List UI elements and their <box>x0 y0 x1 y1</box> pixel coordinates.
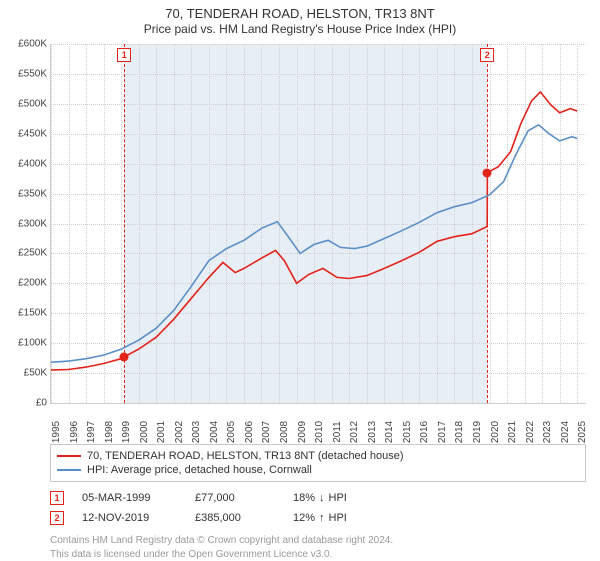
chart-lines-svg <box>51 44 586 403</box>
sale-event-date: 12-NOV-2019 <box>82 512 177 524</box>
y-axis-label: £200K <box>18 278 47 289</box>
x-axis-label: 1997 <box>86 421 97 443</box>
y-axis-label: £350K <box>18 188 47 199</box>
sale-marker <box>120 352 129 361</box>
x-axis-label: 2021 <box>507 421 518 443</box>
arrow-up-icon: ↑ <box>319 512 325 524</box>
x-axis-label: 2017 <box>437 421 448 443</box>
x-axis-label: 2010 <box>314 421 325 443</box>
series-hpi <box>51 125 577 362</box>
hpi-pct: 12% <box>293 512 315 524</box>
x-axis-label: 2016 <box>419 421 430 443</box>
gridline-horizontal <box>51 403 586 404</box>
x-axis-label: 2014 <box>384 421 395 443</box>
chart-subtitle: Price paid vs. HM Land Registry's House … <box>4 22 596 36</box>
x-axis-label: 2018 <box>454 421 465 443</box>
x-axis-label: 2011 <box>332 421 343 443</box>
y-axis-label: £600K <box>18 39 47 50</box>
x-axis-label: 2003 <box>191 421 202 443</box>
x-axis-label: 2015 <box>402 421 413 443</box>
y-axis-label: £300K <box>18 218 47 229</box>
x-axis-label: 2009 <box>297 421 308 443</box>
x-axis-label: 2019 <box>472 421 483 443</box>
x-axis-label: 2008 <box>279 421 290 443</box>
legend-item: HPI: Average price, detached house, Corn… <box>57 463 579 477</box>
footer-line-1: Contains HM Land Registry data © Crown c… <box>50 534 586 548</box>
x-axis-label: 2022 <box>525 421 536 443</box>
y-axis-label: £150K <box>18 308 47 319</box>
legend-swatch <box>57 455 81 457</box>
x-axis-label: 1999 <box>121 421 132 443</box>
hpi-label: HPI <box>329 512 347 524</box>
y-axis-label: £550K <box>18 68 47 79</box>
x-axis-label: 2007 <box>261 421 272 443</box>
legend-swatch <box>57 469 81 471</box>
chart-title: 70, TENDERAH ROAD, HELSTON, TR13 8NT <box>4 6 596 21</box>
footer-line-2: This data is licensed under the Open Gov… <box>50 548 586 561</box>
hpi-pct: 18% <box>293 492 315 504</box>
sale-events-list: 1 05-MAR-1999 £77,000 18% ↓ HPI 2 12-NOV-2019 £3… <box>50 488 586 528</box>
y-axis-label: £250K <box>18 248 47 259</box>
chart-container: 70, TENDERAH ROAD, HELSTON, TR13 8NT Pri… <box>0 0 600 560</box>
x-axis-label: 2000 <box>139 421 150 443</box>
x-axis-label: 2002 <box>174 421 185 443</box>
x-axis-label: 2001 <box>156 421 167 443</box>
x-axis-label: 1995 <box>51 421 62 443</box>
sale-event-price: £385,000 <box>195 512 275 524</box>
legend-label: 70, TENDERAH ROAD, HELSTON, TR13 8NT (de… <box>87 450 403 462</box>
sale-event-date: 05-MAR-1999 <box>82 492 177 504</box>
sale-event-badge: 1 <box>117 48 131 62</box>
legend: 70, TENDERAH ROAD, HELSTON, TR13 8NT (de… <box>50 444 586 482</box>
y-axis-label: £450K <box>18 128 47 139</box>
y-axis-label: £100K <box>18 338 47 349</box>
x-axis-label: 1996 <box>69 421 80 443</box>
x-axis-label: 2006 <box>244 421 255 443</box>
x-axis-label: 2012 <box>349 421 360 443</box>
x-axis-label: 2023 <box>542 421 553 443</box>
y-axis-label: £400K <box>18 158 47 169</box>
x-axis-label: 2020 <box>490 421 501 443</box>
sale-event-number: 2 <box>50 511 64 525</box>
y-axis-label: £50K <box>24 368 47 379</box>
sale-event-hpi: 18% ↓ HPI <box>293 492 347 504</box>
arrow-down-icon: ↓ <box>319 492 325 504</box>
footer-attribution: Contains HM Land Registry data © Crown c… <box>50 534 586 561</box>
x-axis-label: 1998 <box>104 421 115 443</box>
x-axis-label: 2013 <box>367 421 378 443</box>
x-axis-label: 2024 <box>560 421 571 443</box>
y-axis-label: £0 <box>36 398 47 409</box>
legend-item: 70, TENDERAH ROAD, HELSTON, TR13 8NT (de… <box>57 449 579 463</box>
sale-marker <box>483 168 492 177</box>
sale-event-badge: 2 <box>480 48 494 62</box>
y-axis-label: £500K <box>18 98 47 109</box>
sale-event-price: £77,000 <box>195 492 275 504</box>
series-property <box>51 92 577 370</box>
plot-area: £0£50K£100K£150K£200K£250K£300K£350K£400… <box>50 44 586 404</box>
x-axis-label: 2025 <box>577 421 588 443</box>
hpi-label: HPI <box>329 492 347 504</box>
sale-event-number: 1 <box>50 491 64 505</box>
legend-label: HPI: Average price, detached house, Corn… <box>87 464 312 476</box>
sale-event-hpi: 12% ↑ HPI <box>293 512 347 524</box>
sale-event-row: 1 05-MAR-1999 £77,000 18% ↓ HPI <box>50 488 586 508</box>
x-axis-label: 2005 <box>226 421 237 443</box>
x-axis-label: 2004 <box>209 421 220 443</box>
sale-event-row: 2 12-NOV-2019 £385,000 12% ↑ HPI <box>50 508 586 528</box>
